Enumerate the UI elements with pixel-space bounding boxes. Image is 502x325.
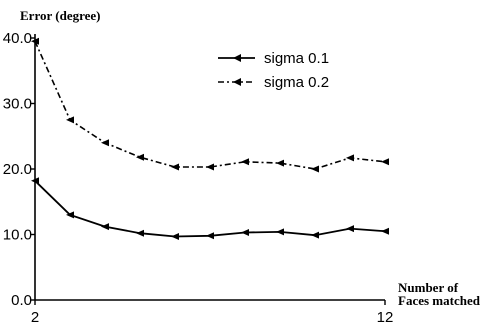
legend: sigma 0.1 sigma 0.2: [218, 50, 329, 91]
y-tick-label: 0.0: [11, 292, 32, 309]
data-point-series-1: [311, 165, 319, 173]
x-tick-label: 2: [31, 309, 39, 325]
y-ticks: 0.0 10.0 20.0 30.0 40.0: [3, 30, 35, 309]
x-tick-label: 12: [377, 309, 394, 325]
x-ticks: 2 12: [31, 300, 394, 325]
y-tick-label: 40.0: [3, 30, 32, 47]
legend-marker-sigma-0-2: [233, 78, 241, 86]
data-point-series-1: [381, 158, 389, 166]
x-axis-label-line1: Number of: [398, 280, 459, 295]
y-tick-label: 10.0: [3, 227, 32, 244]
data-point-series-0: [31, 177, 39, 185]
data-point-series-0: [381, 227, 389, 235]
y-axis-label: Error (degree): [20, 8, 101, 23]
data-point-series-1: [136, 153, 144, 161]
data-point-series-0: [311, 231, 319, 239]
data-point-series-1: [101, 139, 109, 147]
data-point-series-1: [276, 159, 284, 167]
y-tick-label: 20.0: [3, 161, 32, 178]
series-layer: [31, 37, 389, 240]
data-point-series-1: [66, 116, 74, 124]
data-point-series-0: [66, 211, 74, 219]
data-point-series-1: [171, 163, 179, 171]
data-point-series-0: [206, 232, 214, 240]
data-point-series-1: [346, 154, 354, 162]
x-axis-label-line2: Faces matched: [398, 293, 481, 308]
data-point-series-1: [206, 163, 214, 171]
data-point-series-0: [276, 228, 284, 236]
data-point-series-0: [241, 229, 249, 237]
data-point-series-0: [346, 225, 354, 233]
data-point-series-0: [136, 229, 144, 237]
y-tick-label: 30.0: [3, 96, 32, 113]
data-point-series-1: [241, 158, 249, 166]
legend-marker-sigma-0-1: [233, 54, 241, 62]
legend-label-sigma-0-2: sigma 0.2: [264, 74, 329, 91]
series-line-1: [34, 40, 386, 170]
data-point-series-1: [31, 37, 39, 45]
series-line-0: [34, 180, 386, 238]
legend-label-sigma-0-1: sigma 0.1: [264, 50, 329, 67]
data-point-series-0: [101, 223, 109, 231]
data-point-series-0: [171, 232, 179, 240]
